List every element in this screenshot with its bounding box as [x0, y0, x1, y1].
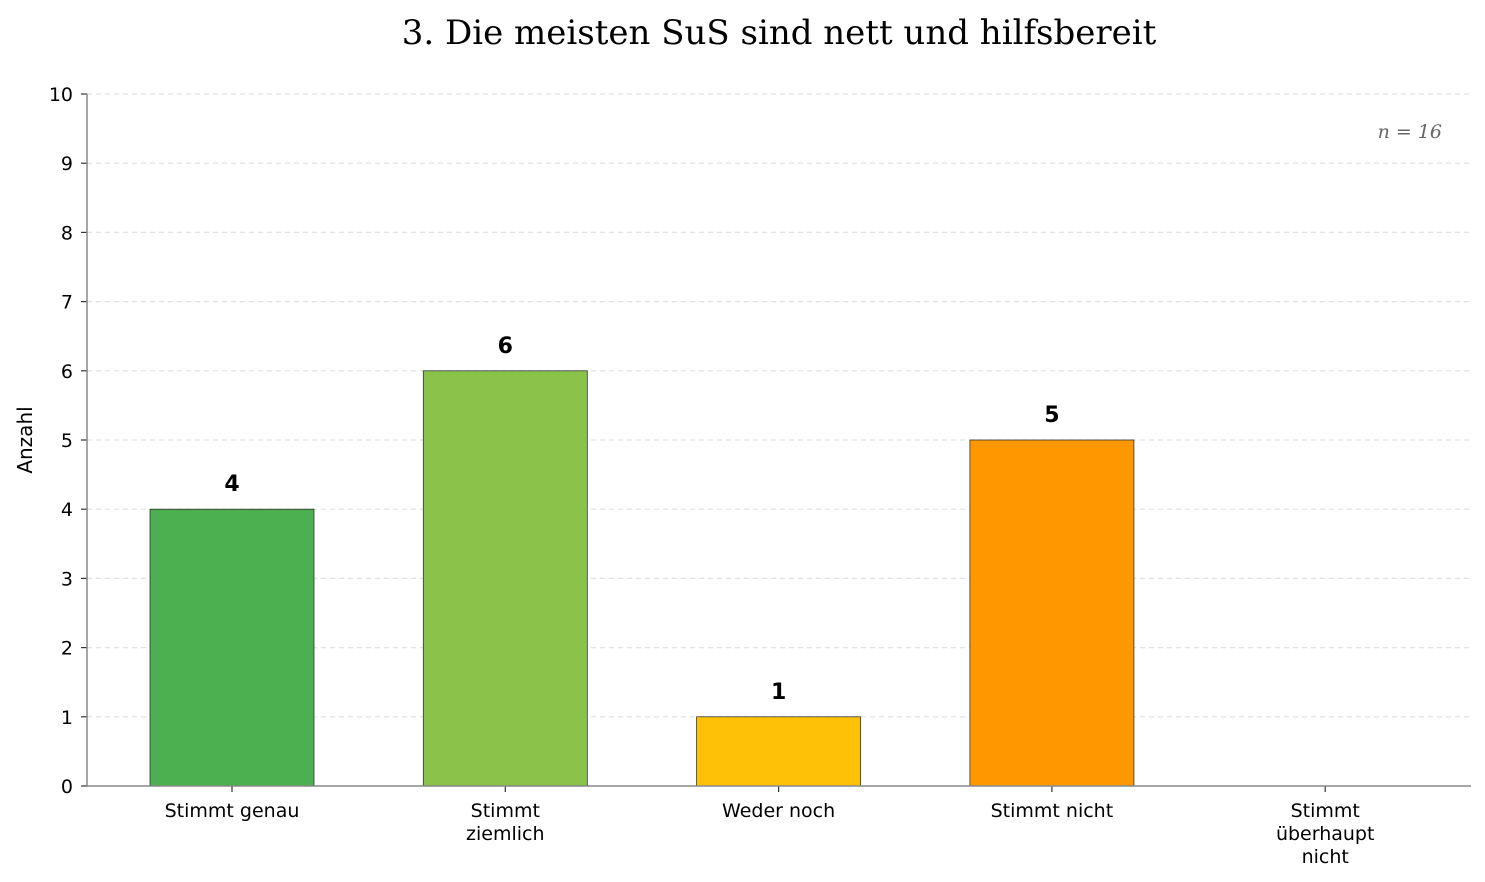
bar-value-label: 1 — [771, 680, 786, 705]
bar — [422, 370, 588, 787]
y-tick-label: 9 — [61, 153, 73, 175]
bar — [149, 508, 315, 787]
x-tick-label: Stimmt ziemlich — [466, 800, 545, 845]
sample-size-annotation: n = 16 — [1378, 121, 1442, 143]
bar — [696, 716, 861, 787]
x-tick-label: Weder noch — [722, 800, 835, 822]
y-tick-label: 1 — [61, 707, 73, 729]
x-tick-label: Stimmt überhaupt nicht — [1276, 800, 1375, 868]
y-tick-label: 2 — [61, 638, 73, 660]
y-tick-label: 6 — [61, 361, 73, 383]
bar-value-label: 4 — [224, 472, 239, 497]
y-tick-label: 8 — [61, 222, 73, 244]
chart-title: 3. Die meisten SuS sind nett und hilfsbe… — [402, 13, 1157, 53]
y-axis-label: Anzahl — [13, 406, 37, 473]
bar-value-label: 6 — [498, 334, 513, 359]
y-tick-label: 4 — [61, 499, 73, 521]
y-tick-label: 3 — [61, 568, 73, 590]
bar — [969, 439, 1135, 787]
x-tick-label: Stimmt genau — [165, 800, 300, 822]
y-tick-label: 5 — [61, 430, 73, 452]
x-tick-label: Stimmt nicht — [991, 800, 1114, 822]
y-tick-label: 7 — [61, 292, 73, 314]
y-tick-label: 10 — [49, 84, 73, 106]
bar-value-label: 5 — [1044, 403, 1059, 428]
y-tick-label: 0 — [61, 776, 73, 798]
